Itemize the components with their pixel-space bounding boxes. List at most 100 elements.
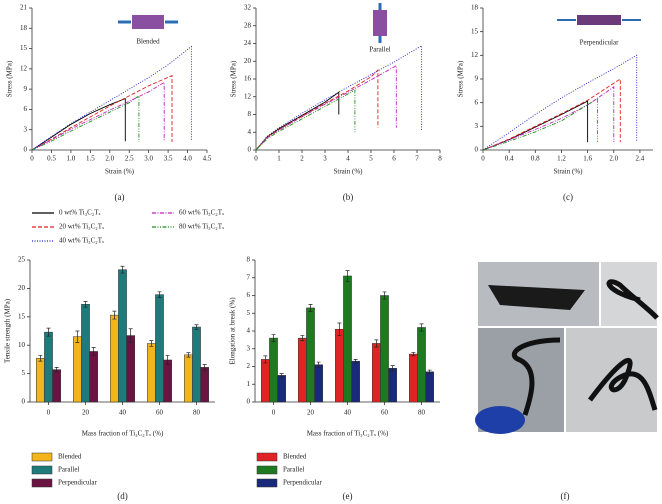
y-tick-label: 12 — [244, 92, 252, 100]
x-tick-label: 1.0 — [67, 155, 76, 163]
x-tick-label: 0 — [254, 155, 258, 163]
x-tick-label: 2.4 — [636, 155, 645, 163]
x-tick-label: 5 — [369, 155, 373, 163]
y-tick-label: 5 — [22, 369, 26, 377]
parallel-icon — [373, 3, 387, 43]
x-tick-label: 0.8 — [531, 155, 540, 163]
x-tick-label: 1.5 — [86, 155, 95, 163]
y-tick-label: 18 — [471, 4, 479, 12]
x-tick-label: 0.4 — [505, 155, 514, 163]
y-tick-label: 7 — [247, 273, 251, 281]
error-bar — [263, 355, 268, 364]
panel-label: (c) — [563, 192, 573, 202]
legend-label: 20 wt% Ti₃C₂Tₓ — [59, 223, 105, 231]
stress-strain-curve — [255, 89, 356, 151]
bar — [351, 360, 360, 403]
y-tick-label: 15 — [20, 44, 28, 52]
legend-label: Blended — [283, 453, 307, 461]
x-axis-label: Strain (%) — [554, 168, 584, 176]
panel-label: (a) — [115, 192, 125, 202]
x-tick-label: 8 — [438, 155, 442, 163]
bar — [335, 328, 344, 403]
x-tick-label: 0 — [272, 409, 276, 417]
y-tick-label: 1 — [247, 380, 251, 388]
annotation: Perpendicular — [580, 39, 620, 47]
stress-strain-curve — [255, 91, 340, 151]
y-tick-label: 9 — [24, 85, 28, 93]
y-tick-label: 25 — [18, 256, 26, 264]
stress-strain-curve — [31, 81, 165, 151]
stress-strain-curve — [31, 74, 173, 151]
error-bar — [279, 373, 284, 378]
x-tick-label: 6 — [392, 155, 396, 163]
y-tick-label: 6 — [24, 105, 28, 113]
error-bar — [165, 355, 170, 365]
legend-label: Perpendicular — [283, 479, 323, 487]
error-bar — [427, 369, 432, 374]
error-bar — [38, 355, 43, 362]
bar — [44, 331, 53, 403]
error-bar — [194, 324, 199, 330]
x-tick-label: 0.5 — [47, 155, 56, 163]
bar — [118, 269, 127, 403]
panel-label: (b) — [343, 192, 354, 202]
y-tick-label: 16 — [244, 75, 252, 83]
y-tick-label: 0 — [475, 146, 479, 154]
error-bar — [308, 304, 313, 312]
y-axis-label: Stress (MPa) — [457, 60, 465, 97]
x-tick-label: 3.0 — [144, 155, 153, 163]
x-tick-label: 4.5 — [203, 155, 212, 163]
y-axis-label: Stress (MPa) — [6, 60, 14, 97]
stress-strain-curve — [31, 97, 126, 151]
error-bar — [316, 361, 321, 368]
bar — [425, 371, 434, 403]
panel-label: (e) — [343, 491, 353, 501]
bar — [52, 369, 61, 403]
y-tick-label: 8 — [247, 256, 251, 264]
error-bar — [390, 365, 395, 372]
y-tick-label: 15 — [18, 312, 26, 320]
legend-swatch — [256, 452, 278, 462]
annotation: Parallel — [369, 46, 390, 54]
error-bar — [83, 301, 88, 308]
x-tick-label: 2 — [300, 155, 304, 163]
x-tick-label: 40 — [344, 409, 352, 417]
y-tick-label: 20 — [18, 284, 26, 292]
stress-strain-curve — [482, 97, 598, 151]
error-bar — [128, 328, 133, 343]
bar — [388, 368, 397, 403]
x-tick-label: 3.5 — [164, 155, 173, 163]
x-tick-label: 2.0 — [105, 155, 114, 163]
bar — [380, 295, 389, 403]
blended-icon — [118, 15, 178, 29]
bar — [110, 314, 119, 403]
x-axis-label: Mass fraction of Ti₃C₂Tₓ (%) — [307, 430, 389, 438]
y-tick-label: 21 — [20, 4, 28, 12]
y-axis-label: Stress (MPa) — [230, 60, 238, 97]
photo-panel — [475, 262, 659, 434]
y-tick-label: 3 — [24, 125, 28, 133]
stress-strain-curve — [255, 44, 423, 151]
bar — [155, 294, 164, 403]
legend-label: 60 wt% Ti₃C₂Tₓ — [179, 209, 225, 217]
y-tick-label: 0 — [247, 398, 251, 406]
bar — [147, 343, 156, 403]
y-tick-label: 15 — [471, 27, 479, 35]
bar — [163, 359, 172, 403]
error-bar — [419, 323, 424, 332]
error-bar — [353, 359, 358, 364]
stress-strain-curve — [482, 78, 621, 151]
error-bar — [120, 265, 125, 274]
error-bar — [112, 310, 117, 320]
bar — [417, 327, 426, 403]
x-axis-label: Mass fraction of Ti₃C₂Tₓ (%) — [82, 430, 164, 438]
y-tick-label: 3 — [475, 122, 479, 130]
error-bar — [271, 334, 276, 342]
error-bar — [75, 330, 80, 343]
y-tick-label: 24 — [244, 39, 252, 47]
x-tick-label: 3 — [323, 155, 327, 163]
error-bar — [374, 339, 379, 348]
x-tick-label: 2.5 — [125, 155, 134, 163]
y-tick-label: 18 — [20, 24, 28, 32]
